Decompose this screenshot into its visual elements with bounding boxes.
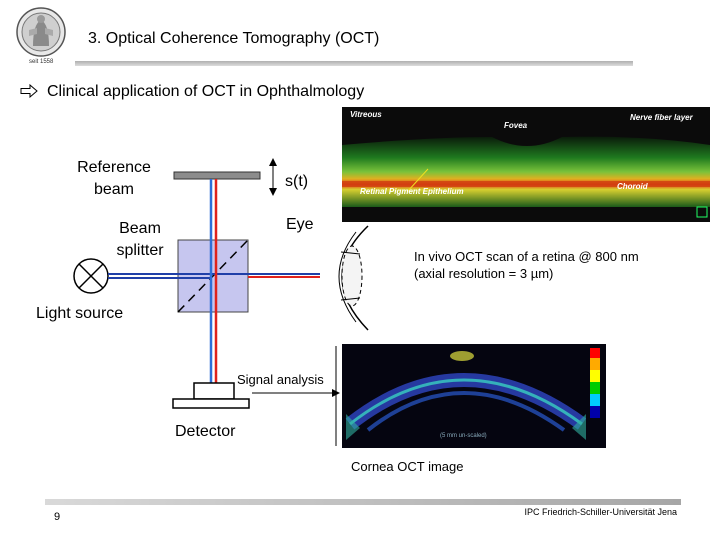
hollow-arrow-icon (20, 83, 38, 99)
reference-mirror (173, 171, 261, 180)
retina-oct-scan-image: Vitreous Fovea Nerve fiber layer Retinal… (342, 107, 710, 222)
institution-name: IPC Friedrich-Schiller-Universität Jena (524, 507, 677, 517)
splitter-diagonal (177, 239, 249, 313)
title-underline (75, 61, 633, 66)
retina-caption-line2: (axial resolution = 3 µm) (414, 266, 554, 281)
eye-label: Eye (286, 216, 314, 233)
signal-analysis-label: Signal analysis (237, 372, 324, 387)
mirror-shift-label: s(t) (285, 173, 309, 190)
light-source-lamp (73, 258, 109, 294)
detector-label: Detector (175, 423, 236, 440)
slide-subtitle: Clinical application of OCT in Ophthalmo… (47, 83, 365, 100)
rpe-label: Retinal Pigment Epithelium (360, 187, 464, 196)
university-seal-logo (15, 2, 67, 62)
choroid-label: Choroid (617, 182, 648, 191)
slide-title: 3. Optical Coherence Tomography (OCT) (88, 30, 380, 47)
nerve-fiber-layer-label: Nerve fiber layer (630, 113, 693, 122)
optical-beams (108, 179, 320, 385)
retina-caption-line1: In vivo OCT scan of a retina @ 800 nm (414, 249, 639, 264)
beam-splitter-label: Beam splitter (116, 220, 164, 259)
reference-beam-label: Reference beam (77, 159, 151, 198)
detector-box (172, 382, 250, 409)
signal-analysis-arrow (252, 389, 340, 397)
vitreous-label: Vitreous (350, 110, 382, 119)
cornea-scale-label: (5 mm un-scaled) (440, 433, 487, 439)
cornea-caption: Cornea OCT image (351, 459, 464, 474)
mirror-shift-arrow (269, 158, 277, 196)
light-source-label: Light source (36, 305, 124, 322)
cornea-oct-image: (5 mm un-scaled) (342, 344, 606, 448)
eye-schematic (338, 225, 369, 331)
footer-rule (45, 499, 681, 505)
fovea-label: Fovea (504, 121, 528, 130)
logo-year-text: seit 1558 (29, 59, 54, 65)
page-number: 9 (54, 511, 61, 523)
